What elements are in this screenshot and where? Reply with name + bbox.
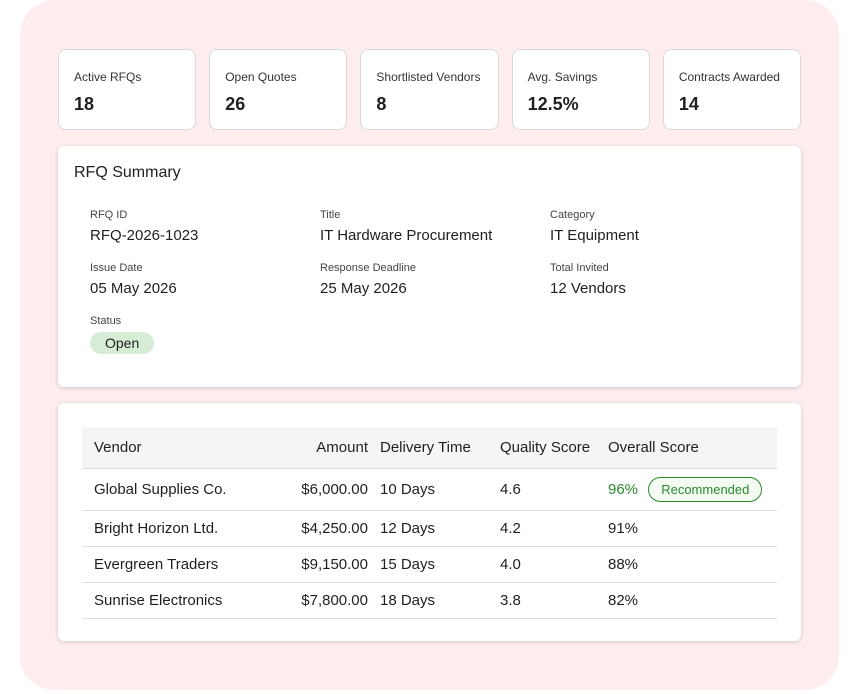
field-status: Status Open [90,315,155,354]
recommended-badge: Recommended [648,476,763,502]
field-title: Title IT Hardware Procurement [320,209,492,244]
table-row[interactable]: Bright Horizon Ltd. $4,250.00 12 Days 4.… [82,510,777,547]
field-value: 25 May 2026 [320,280,407,297]
delivery-time: 15 Days [368,546,500,583]
overall-score: 82% [608,582,777,619]
kpi-value: 8 [376,94,387,114]
field-value: IT Equipment [550,227,639,244]
field-value: 12 Vendors [550,280,626,297]
status-badge: Open [90,332,155,354]
rfq-summary-card: RFQ Summary RFQ ID RFQ-2026-1023 Title I… [58,146,801,387]
quality-score: 4.6 [500,468,608,511]
field-value: RFQ-2026-1023 [90,227,199,244]
column-header-vendor[interactable]: Vendor [82,427,278,469]
quote-amount: $7,800.00 [278,582,368,619]
kpi-value: 14 [678,94,699,114]
vendor-name: Bright Horizon Ltd. [82,510,278,547]
field-response-deadline: Response Deadline 25 May 2026 [320,262,416,297]
field-rfq-id: RFQ ID RFQ-2026-1023 [90,209,198,244]
table-row[interactable]: Global Supplies Co. $6,000.00 10 Days 4.… [82,468,777,511]
vendor-quotes-card: Vendor Amount Delivery Time Quality Scor… [58,403,801,641]
field-label: Category [550,209,595,221]
kpi-label: Contracts Awarded [678,70,780,84]
delivery-time: 12 Days [368,510,500,547]
field-label: Response Deadline [320,262,417,274]
kpi-card-avg-savings[interactable]: Avg. Savings 12.5% [511,49,650,130]
table-row[interactable]: Sunrise Electronics $7,800.00 18 Days 3.… [82,582,777,619]
vendor-name: Sunrise Electronics [82,582,278,619]
quality-score: 4.0 [500,546,608,583]
kpi-value: 18 [74,94,95,114]
quote-amount: $6,000.00 [278,468,368,511]
kpi-row: Active RFQs 18 Open Quotes 26 Shortliste… [58,49,802,130]
kpi-label: Shortlisted Vendors [376,70,481,84]
field-total-invited: Total Invited 12 Vendors [550,262,626,297]
kpi-card-open-quotes[interactable]: Open Quotes 26 [209,49,348,130]
column-header-quality-score[interactable]: Quality Score [500,427,608,469]
overall-score: 91% [608,510,777,547]
field-issue-date: Issue Date 05 May 2026 [90,262,177,297]
field-label: Title [320,209,341,221]
table-row[interactable]: Evergreen Traders $9,150.00 15 Days 4.0 … [82,546,777,583]
table-header-row: Vendor Amount Delivery Time Quality Scor… [82,427,777,469]
column-header-amount[interactable]: Amount [278,427,368,469]
kpi-card-active-rfqs[interactable]: Active RFQs 18 [58,49,197,130]
field-label: Status [90,315,122,327]
vendor-quotes-table: Vendor Amount Delivery Time Quality Scor… [82,427,777,619]
vendor-name: Evergreen Traders [82,546,278,583]
kpi-label: Avg. Savings [527,70,598,84]
kpi-value: 26 [225,94,246,114]
kpi-label: Active RFQs [74,70,142,84]
overall-score-cell: 96% Recommended [608,468,777,511]
quality-score: 3.8 [500,582,608,619]
overall-score: 96% [608,480,639,498]
column-header-delivery-time[interactable]: Delivery Time [368,427,500,469]
column-header-overall-score[interactable]: Overall Score [608,427,777,469]
kpi-value: 12.5% [527,94,579,114]
field-label: Issue Date [90,262,143,274]
quality-score: 4.2 [500,510,608,547]
quote-amount: $9,150.00 [278,546,368,583]
kpi-card-contracts-awarded[interactable]: Contracts Awarded 14 [662,49,802,130]
vendor-name: Global Supplies Co. [82,468,278,511]
rfq-summary-title: RFQ Summary [74,164,181,181]
delivery-time: 18 Days [368,582,500,619]
overall-score: 88% [608,546,777,583]
field-category: Category IT Equipment [550,209,639,244]
field-value: IT Hardware Procurement [320,227,493,244]
kpi-label: Open Quotes [225,70,297,84]
delivery-time: 10 Days [368,468,500,511]
field-value: 05 May 2026 [90,280,177,297]
field-label: RFQ ID [90,209,128,221]
kpi-card-shortlisted-vendors[interactable]: Shortlisted Vendors 8 [360,49,499,130]
field-label: Total Invited [550,262,609,274]
quote-amount: $4,250.00 [278,510,368,547]
